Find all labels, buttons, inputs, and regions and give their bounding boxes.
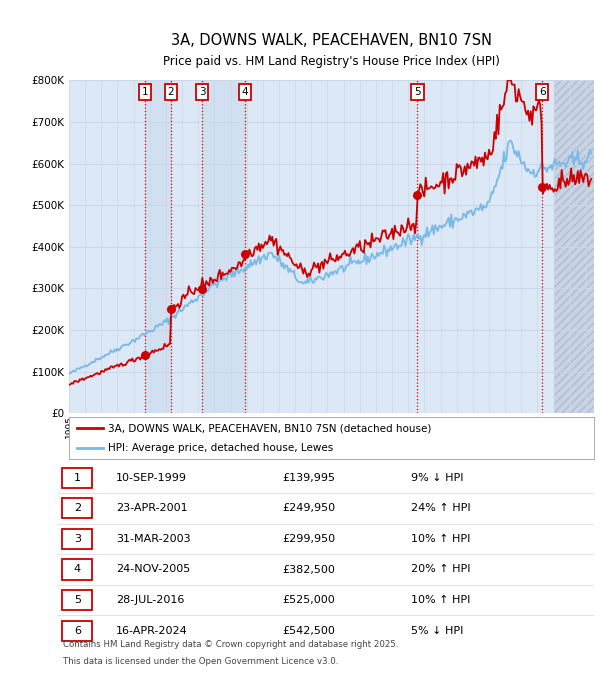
Text: 1: 1 <box>142 87 148 97</box>
Text: 3A, DOWNS WALK, PEACEHAVEN, BN10 7SN (detached house): 3A, DOWNS WALK, PEACEHAVEN, BN10 7SN (de… <box>109 423 432 433</box>
Text: £542,500: £542,500 <box>283 626 335 636</box>
Text: £525,000: £525,000 <box>283 595 335 605</box>
Text: 3: 3 <box>74 534 81 544</box>
Bar <box>202 80 245 413</box>
Text: £249,950: £249,950 <box>283 503 335 513</box>
Text: HPI: Average price, detached house, Lewes: HPI: Average price, detached house, Lewe… <box>109 443 334 453</box>
FancyBboxPatch shape <box>62 560 92 579</box>
Text: £139,995: £139,995 <box>283 473 335 483</box>
Text: 3: 3 <box>199 87 206 97</box>
Text: 31-MAR-2003: 31-MAR-2003 <box>116 534 191 544</box>
Text: 23-APR-2001: 23-APR-2001 <box>116 503 188 513</box>
Text: £382,500: £382,500 <box>283 564 335 575</box>
Text: 24-NOV-2005: 24-NOV-2005 <box>116 564 190 575</box>
Text: Price paid vs. HM Land Registry's House Price Index (HPI): Price paid vs. HM Land Registry's House … <box>163 55 500 68</box>
Text: 6: 6 <box>539 87 545 97</box>
FancyBboxPatch shape <box>62 468 92 488</box>
Text: 10% ↑ HPI: 10% ↑ HPI <box>412 534 471 544</box>
FancyBboxPatch shape <box>62 529 92 549</box>
Bar <box>145 80 171 413</box>
Text: 16-APR-2024: 16-APR-2024 <box>116 626 188 636</box>
Text: 2: 2 <box>74 503 81 513</box>
Text: 4: 4 <box>74 564 81 575</box>
Text: 9% ↓ HPI: 9% ↓ HPI <box>412 473 464 483</box>
Text: 1: 1 <box>74 473 81 483</box>
Text: 6: 6 <box>74 626 81 636</box>
Text: 10% ↑ HPI: 10% ↑ HPI <box>412 595 471 605</box>
Bar <box>554 80 594 413</box>
FancyBboxPatch shape <box>62 498 92 518</box>
Text: 28-JUL-2016: 28-JUL-2016 <box>116 595 184 605</box>
Text: 5: 5 <box>74 595 81 605</box>
Text: Contains HM Land Registry data © Crown copyright and database right 2025.: Contains HM Land Registry data © Crown c… <box>63 641 398 649</box>
Bar <box>554 80 594 413</box>
Text: 10-SEP-1999: 10-SEP-1999 <box>116 473 187 483</box>
Text: 5: 5 <box>414 87 421 97</box>
Text: 2: 2 <box>167 87 174 97</box>
Text: 5% ↓ HPI: 5% ↓ HPI <box>412 626 464 636</box>
FancyBboxPatch shape <box>62 621 92 641</box>
Text: 20% ↑ HPI: 20% ↑ HPI <box>412 564 471 575</box>
Text: £299,950: £299,950 <box>283 534 335 544</box>
Text: 24% ↑ HPI: 24% ↑ HPI <box>412 503 471 513</box>
Text: 3A, DOWNS WALK, PEACEHAVEN, BN10 7SN: 3A, DOWNS WALK, PEACEHAVEN, BN10 7SN <box>171 33 492 48</box>
Text: This data is licensed under the Open Government Licence v3.0.: This data is licensed under the Open Gov… <box>63 657 338 666</box>
FancyBboxPatch shape <box>62 590 92 610</box>
Text: 4: 4 <box>242 87 248 97</box>
